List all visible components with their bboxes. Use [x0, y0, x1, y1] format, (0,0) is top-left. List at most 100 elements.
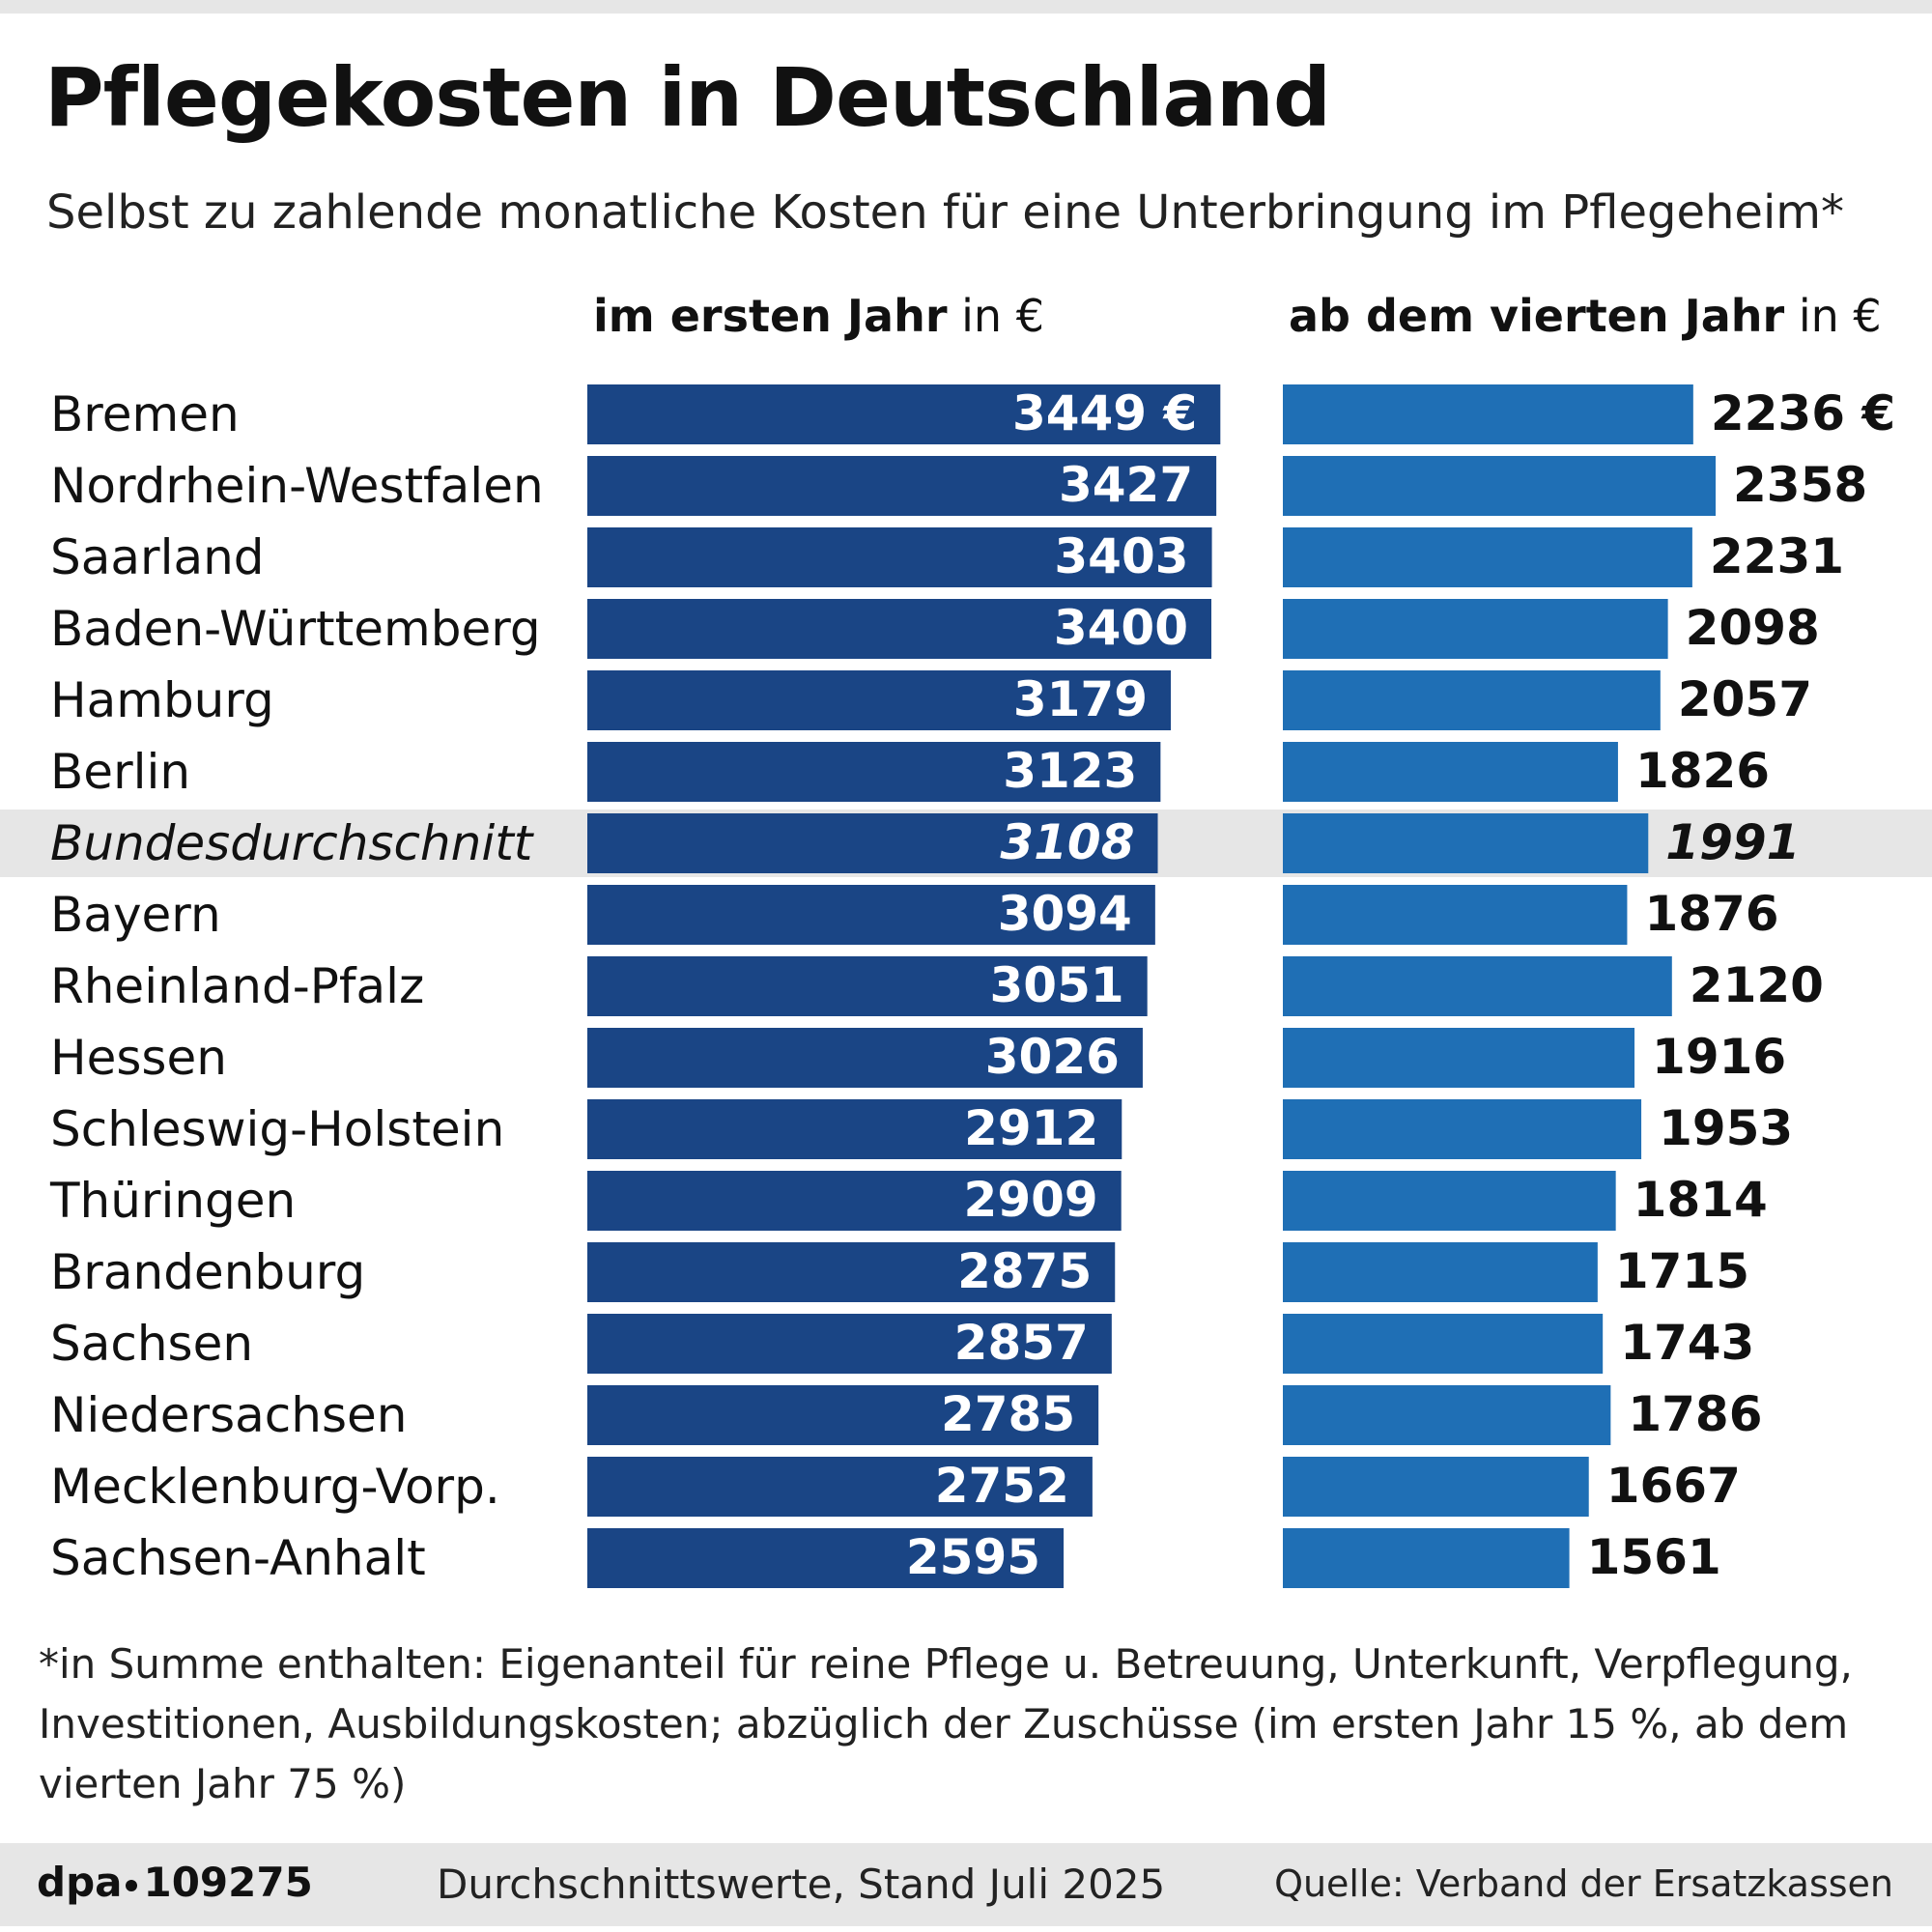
- bar-fourth-year: [1283, 384, 1693, 444]
- value-label-first-year: 3026: [985, 1029, 1120, 1085]
- bar-first-year: [587, 1171, 1122, 1231]
- bar-fourth-year: [1283, 456, 1717, 516]
- value-label-fourth-year: 1991: [1665, 814, 1800, 870]
- bar-first-year: [587, 742, 1161, 802]
- value-label-first-year: 3094: [998, 886, 1132, 942]
- bar-first-year: [587, 1385, 1099, 1445]
- column-header-fourth-year-label: ab dem vierten Jahr: [1289, 290, 1785, 342]
- bar-first-year: [587, 1457, 1093, 1517]
- value-label-first-year: 3400: [1054, 600, 1188, 656]
- chart-subtitle: Selbst zu zahlende monatliche Kosten für…: [46, 185, 1845, 240]
- value-label-fourth-year: 2120: [1690, 957, 1824, 1013]
- bar-fourth-year: [1283, 956, 1672, 1016]
- value-label-fourth-year: 1786: [1628, 1386, 1762, 1442]
- value-label-fourth-year: 1916: [1652, 1029, 1786, 1085]
- column-header-fourth-year: ab dem vierten Jahr in €: [1289, 290, 1882, 342]
- agency-graphic-number: 109275: [143, 1859, 313, 1906]
- value-label-first-year: 2785: [941, 1386, 1075, 1442]
- value-label-first-year: 3123: [1003, 743, 1137, 799]
- bar-fourth-year: [1283, 670, 1661, 730]
- chart-title: Pflegekosten in Deutschland: [44, 50, 1331, 145]
- value-label-fourth-year: 1715: [1615, 1243, 1749, 1299]
- bar-first-year: [587, 1028, 1143, 1088]
- category-label: Hessen: [50, 1030, 227, 1086]
- category-label: Sachsen: [50, 1316, 253, 1372]
- value-label-fourth-year: 1826: [1635, 743, 1770, 799]
- data-status-note: Durchschnittswerte, Stand Juli 2025: [437, 1861, 1166, 1908]
- bar-fourth-year: [1283, 527, 1692, 587]
- bar-first-year: [587, 670, 1172, 730]
- value-label-fourth-year: 2057: [1678, 671, 1812, 727]
- agency-credit: dpa 109275: [37, 1859, 313, 1906]
- agency-name: dpa: [37, 1859, 123, 1906]
- category-label: Brandenburg: [50, 1244, 365, 1300]
- footnote: *in Summe enthalten: Eigenanteil für rei…: [39, 1640, 1853, 1807]
- bar-fourth-year: [1283, 599, 1668, 659]
- agency-dot-icon: [126, 1879, 138, 1891]
- column-header-first-year-label: im ersten Jahr: [593, 290, 948, 342]
- bar-fourth-year: [1283, 885, 1628, 945]
- value-label-first-year: 2909: [964, 1172, 1098, 1228]
- bar-first-year: [587, 956, 1148, 1016]
- value-label-fourth-year: 2231: [1710, 528, 1844, 584]
- bar-first-year: [587, 1314, 1112, 1374]
- value-label-fourth-year: 1667: [1606, 1458, 1741, 1514]
- bar-fourth-year: [1283, 1242, 1598, 1302]
- value-label-first-year: 2875: [957, 1243, 1092, 1299]
- category-label: Bayern: [50, 887, 221, 943]
- column-header-first-year-unit: in €: [961, 290, 1044, 342]
- category-label: Rheinland-Pfalz: [50, 958, 424, 1014]
- value-label-first-year: 3403: [1054, 528, 1188, 584]
- bar-first-year: [587, 1099, 1122, 1159]
- bar-fourth-year: [1283, 1457, 1589, 1517]
- value-label-first-year: 2912: [964, 1100, 1098, 1156]
- category-label: Niedersachsen: [50, 1387, 407, 1443]
- bar-fourth-year: [1283, 1028, 1635, 1088]
- category-label: Baden-Württemberg: [50, 601, 541, 657]
- bar-first-year: [587, 1242, 1116, 1302]
- category-label: Bundesdurchschnitt: [50, 815, 535, 871]
- bar-fourth-year: [1283, 1171, 1616, 1231]
- value-label-first-year: 3427: [1059, 457, 1193, 513]
- bar-fourth-year: [1283, 742, 1618, 802]
- category-label: Berlin: [50, 744, 190, 800]
- value-label-first-year: 3179: [1013, 671, 1148, 727]
- category-label: Mecklenburg-Vorp.: [50, 1459, 500, 1515]
- bar-fourth-year: [1283, 1099, 1642, 1159]
- value-label-first-year: 2595: [906, 1529, 1040, 1585]
- value-label-fourth-year: 1561: [1587, 1529, 1721, 1585]
- bar-first-year: [587, 456, 1217, 516]
- bar-first-year: [587, 527, 1212, 587]
- top-strip: [0, 0, 1932, 14]
- value-label-fourth-year: 2098: [1686, 600, 1820, 656]
- category-label: Nordrhein-Westfalen: [50, 458, 544, 514]
- category-label: Schleswig-Holstein: [50, 1101, 504, 1157]
- category-label: Thüringen: [49, 1173, 296, 1229]
- category-label: Saarland: [50, 529, 265, 585]
- bar-fourth-year: [1283, 1314, 1604, 1374]
- bar-first-year: [587, 885, 1155, 945]
- category-label: Sachsen-Anhalt: [50, 1530, 426, 1586]
- bar-first-year: [587, 384, 1221, 444]
- bar-fourth-year: [1283, 1528, 1570, 1588]
- column-header-first-year: im ersten Jahr in €: [593, 290, 1044, 342]
- value-label-fourth-year: 1876: [1644, 886, 1778, 942]
- bar-chart: Bremen 3449 € 2236 € Nordrhein-Westfalen 342…: [0, 384, 1932, 1588]
- value-label-first-year: 2752: [935, 1458, 1069, 1514]
- bar-fourth-year: [1283, 1385, 1611, 1445]
- category-label: Hamburg: [50, 672, 274, 728]
- value-label-first-year: 2857: [954, 1315, 1089, 1371]
- bar-first-year: [587, 1528, 1065, 1588]
- value-label-fourth-year: 1743: [1620, 1315, 1754, 1371]
- source-note: Quelle: Verband der Ersatzkassen: [1274, 1862, 1893, 1905]
- bar-fourth-year: [1283, 813, 1649, 873]
- value-label-first-year: 3051: [990, 957, 1124, 1013]
- bar-first-year: [587, 599, 1211, 659]
- column-header-fourth-year-unit: in €: [1798, 290, 1882, 342]
- bar-first-year: [587, 813, 1158, 873]
- category-label: Bremen: [50, 386, 240, 442]
- value-label-fourth-year: 1953: [1659, 1100, 1793, 1156]
- value-label-fourth-year: 2358: [1733, 457, 1867, 513]
- footer-bar: dpa 109275 Durchschnittswerte, Stand Juli…: [0, 1843, 1932, 1926]
- value-label-fourth-year: 1814: [1634, 1172, 1768, 1228]
